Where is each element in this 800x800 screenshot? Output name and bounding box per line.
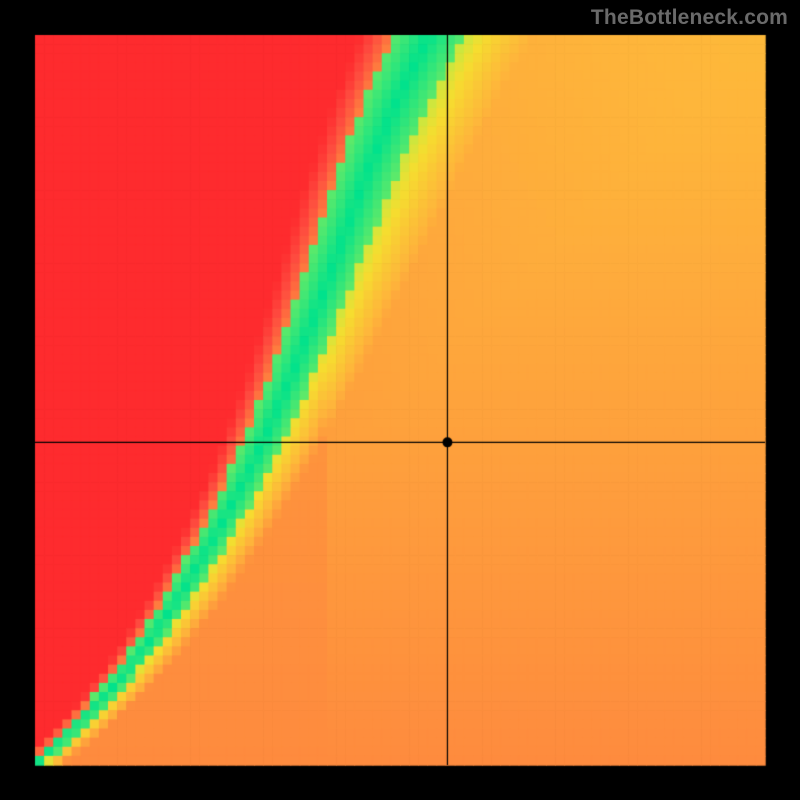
- watermark-text: TheBottleneck.com: [591, 6, 788, 30]
- heatmap-canvas: [0, 0, 800, 800]
- chart-container: TheBottleneck.com: [0, 0, 800, 800]
